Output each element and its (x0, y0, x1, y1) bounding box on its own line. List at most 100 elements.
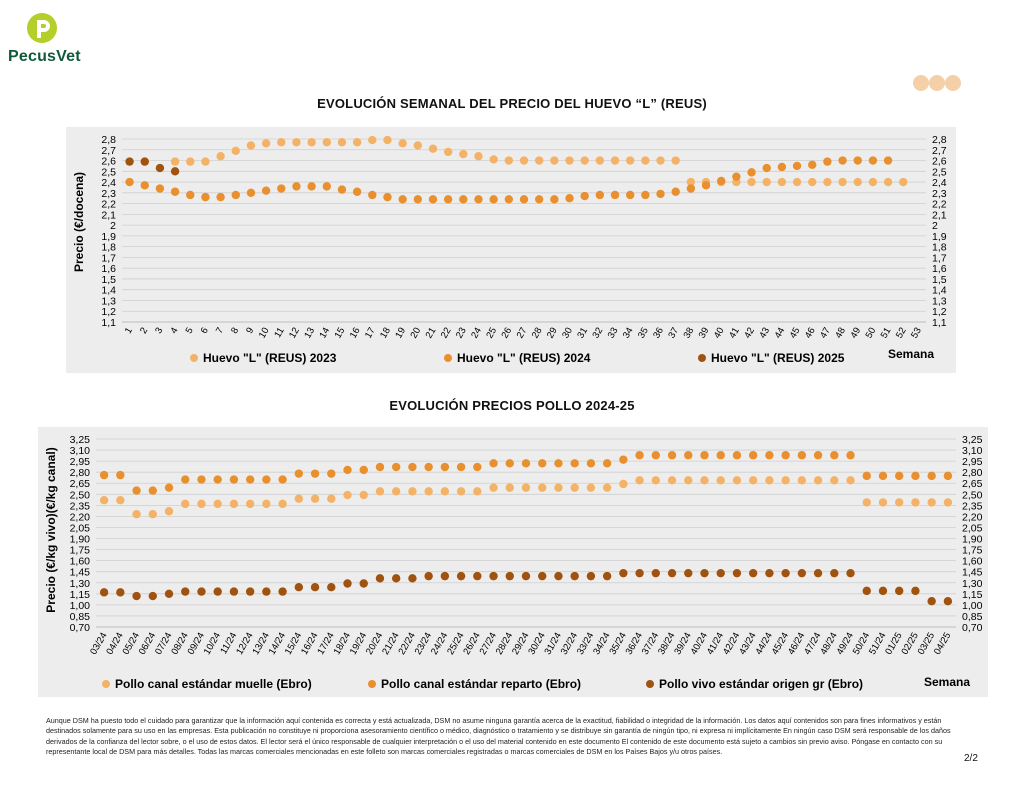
x-tick-label: 13 (302, 326, 317, 341)
data-point-series-3 (732, 568, 742, 578)
data-point-series-1 (398, 139, 407, 148)
data-point-series-1 (580, 156, 589, 165)
data-point-series-1 (853, 177, 862, 187)
x-tick-label: 18 (378, 326, 393, 341)
x-tick-label: 33 (606, 326, 621, 341)
data-point-series-2 (125, 177, 134, 187)
data-point-series-2 (489, 195, 498, 204)
data-point-series-1 (352, 138, 362, 147)
data-point-series-2 (943, 471, 953, 481)
data-point-series-3 (440, 571, 450, 581)
data-point-series-2 (602, 459, 612, 468)
x-tick-label: 41 (727, 326, 742, 341)
data-point-series-1 (748, 476, 758, 485)
y-tick-label-left: 3,10 (70, 445, 91, 457)
data-point-series-2 (229, 475, 239, 484)
x-tick-label: 3 (153, 326, 165, 336)
y-tick-label-right: 1,90 (962, 534, 983, 546)
data-point-series-2 (651, 451, 661, 460)
x-tick-label: 36 (651, 326, 666, 341)
data-point-series-1 (554, 483, 563, 492)
y-tick-label-left: 1,6 (101, 263, 116, 275)
y-tick-label-right: 2,7 (932, 145, 947, 157)
data-point-series-3 (765, 568, 774, 578)
x-tick-label: 9 (244, 326, 256, 336)
data-point-series-1 (911, 498, 920, 507)
data-point-series-2 (808, 160, 817, 170)
data-point-series-2 (747, 168, 756, 177)
data-point-series-1 (440, 487, 450, 496)
data-point-series-1 (823, 177, 832, 187)
data-point-series-1 (310, 494, 320, 503)
egg-chart-title: EVOLUCIÓN SEMANAL DEL PRECIO DEL HUEVO “… (317, 96, 707, 111)
x-tick-label: 7 (214, 326, 226, 336)
y-tick-label-right: 0,85 (962, 611, 983, 623)
data-point-series-2 (667, 451, 677, 460)
data-point-series-1 (534, 156, 544, 165)
y-tick-label-right: 1,5 (932, 274, 947, 286)
data-point-series-2 (521, 459, 531, 468)
y-tick-label-right: 1,8 (932, 242, 947, 254)
data-point-series-3 (343, 579, 352, 588)
data-point-series-2 (838, 156, 847, 165)
data-point-series-3 (170, 167, 180, 176)
data-point-series-1 (635, 476, 644, 485)
legend-marker (444, 354, 452, 362)
data-point-series-2 (116, 470, 125, 480)
data-point-series-2 (368, 190, 377, 200)
data-point-series-2 (717, 176, 726, 186)
y-tick-label-left: 2,50 (70, 489, 91, 501)
data-point-series-2 (570, 459, 579, 468)
y-tick-label-right: 2,50 (962, 489, 983, 501)
x-tick-label: 17 (363, 326, 378, 341)
x-tick-label: 11 (272, 326, 286, 340)
data-point-series-1 (862, 498, 871, 507)
data-point-series-2 (398, 195, 407, 204)
y-tick-label-left: 1,00 (70, 600, 91, 612)
data-point-series-2 (538, 459, 547, 468)
data-point-series-3 (943, 596, 953, 606)
x-tick-label: 14 (317, 326, 332, 341)
data-point-series-1 (595, 156, 605, 165)
y-tick-label-left: 1,90 (70, 534, 91, 546)
data-point-series-1 (99, 495, 109, 505)
y-tick-label-left: 3,25 (70, 434, 91, 446)
data-point-series-2 (424, 462, 433, 472)
data-point-series-2 (686, 184, 696, 193)
data-point-series-2 (610, 190, 620, 200)
y-tick-label-right: 1,60 (962, 556, 983, 568)
data-point-series-1 (359, 490, 368, 500)
disclaimer-text: Aunque DSM ha puesto todo el cuidado par… (46, 716, 951, 757)
data-point-series-3 (125, 157, 134, 166)
y-tick-label-left: 1,75 (70, 545, 91, 557)
data-point-series-3 (213, 587, 222, 596)
data-point-series-2 (413, 195, 423, 204)
data-point-series-2 (619, 455, 628, 464)
y-tick-label-right: 2,8 (932, 134, 947, 146)
data-point-series-3 (164, 589, 174, 599)
data-point-series-2 (895, 471, 904, 481)
data-point-series-1 (443, 147, 453, 157)
y-tick-label-left: 1,45 (70, 567, 91, 579)
y-tick-label-right: 2,6 (932, 156, 947, 168)
data-point-series-1 (132, 510, 141, 519)
y-tick-label-right: 2,5 (932, 166, 947, 178)
data-point-series-3 (116, 588, 125, 597)
y-tick-label-left: 1,60 (70, 556, 91, 568)
data-point-series-3 (327, 582, 336, 592)
x-tick-label: 48 (833, 326, 848, 341)
data-point-series-1 (792, 177, 802, 187)
y-tick-label-right: 2,1 (932, 209, 947, 221)
data-point-series-1 (504, 156, 514, 165)
data-point-series-2 (878, 471, 888, 481)
y-tick-label-left: 2,05 (70, 522, 91, 534)
data-point-series-1 (943, 498, 953, 507)
y-tick-label-right: 1,75 (962, 545, 983, 557)
y-tick-label-right: 1,15 (962, 589, 983, 601)
data-point-series-1 (216, 152, 225, 161)
x-tick-label: 4 (168, 326, 180, 336)
data-point-series-3 (586, 571, 596, 581)
y-tick-label-left: 2,95 (70, 456, 91, 468)
x-tick-label: 04/25 (932, 631, 953, 657)
data-point-series-3 (797, 568, 807, 578)
